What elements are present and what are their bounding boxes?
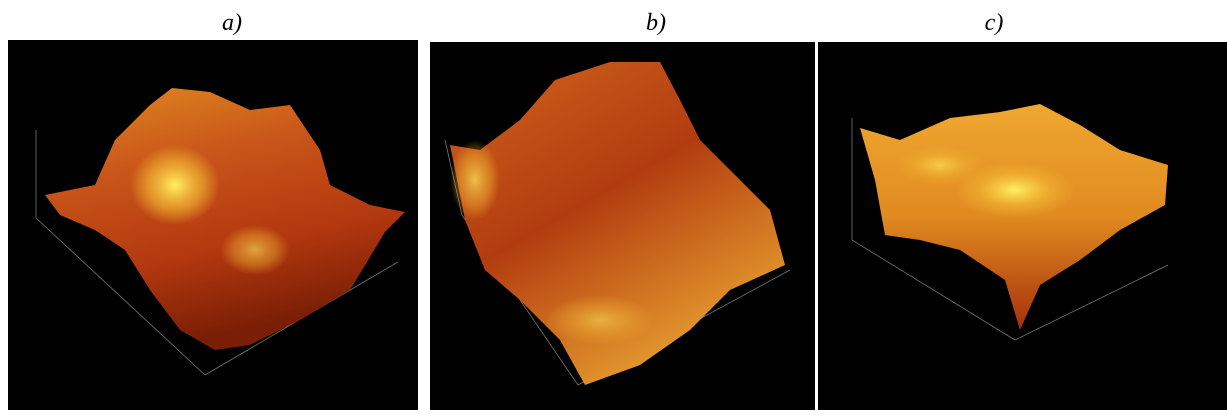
highlight: [220, 225, 290, 275]
panel-label: a): [222, 10, 242, 36]
figure: a) b) c): [0, 0, 1227, 410]
panel-label: c): [985, 10, 1004, 36]
panel-image: [430, 42, 815, 410]
panel-image: [8, 40, 418, 410]
highlight: [450, 140, 500, 220]
panel-image: [818, 42, 1227, 410]
panel-label: b): [646, 10, 666, 36]
highlight: [895, 145, 985, 185]
highlight: [130, 145, 220, 225]
highlight: [545, 295, 655, 345]
